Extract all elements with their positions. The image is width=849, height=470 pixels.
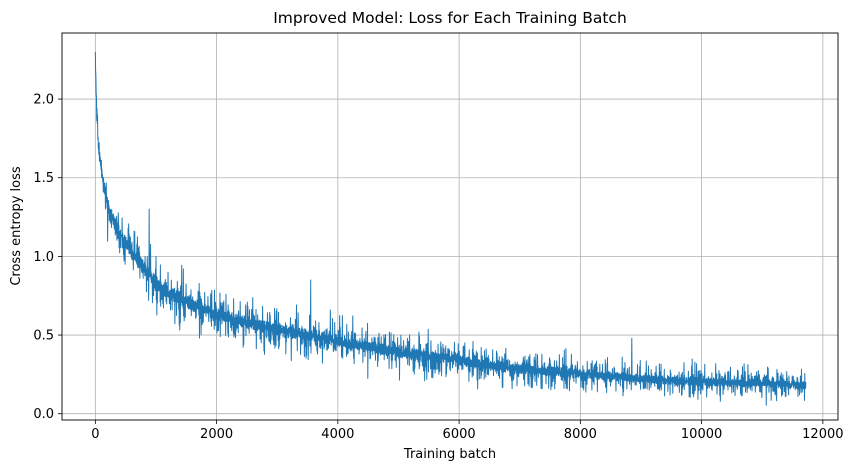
y-tick-label: 0.0 [33,407,54,422]
gridlines [62,33,838,420]
x-tick-label: 8000 [564,427,597,442]
y-tick-label: 0.5 [33,329,54,344]
x-tick-label: 10000 [681,427,722,442]
y-tick-label: 1.5 [33,171,54,186]
y-tick-label: 2.0 [33,93,54,108]
x-tick-label: 2000 [200,427,233,442]
chart-title: Improved Model: Loss for Each Training B… [273,9,627,27]
x-tick-label: 6000 [443,427,476,442]
y-tick-label: 1.0 [33,250,54,265]
x-axis-ticks: 0 2000 4000 6000 8000 10000 12000 [91,420,844,442]
x-tick-label: 4000 [321,427,354,442]
data-layer [94,51,807,406]
x-axis-label: Training batch [403,447,496,462]
loss-series-line [94,51,807,406]
y-axis-label: Cross entropy loss [9,166,24,286]
x-tick-label: 12000 [802,427,843,442]
x-tick-label: 0 [91,427,99,442]
y-axis-ticks: 0.0 0.5 1.0 1.5 2.0 [33,93,62,422]
plot-frame [61,32,839,421]
